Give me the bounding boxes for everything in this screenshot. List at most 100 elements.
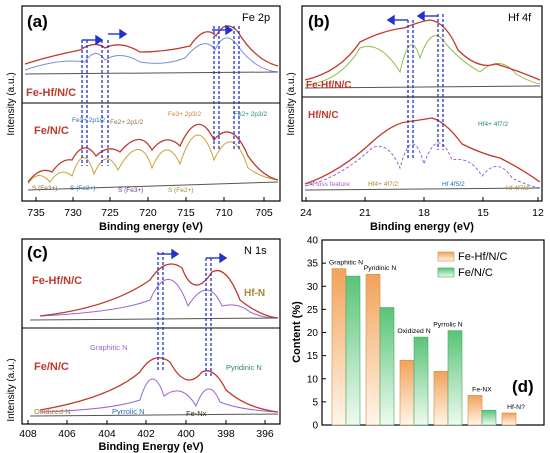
panel-c-top-fit-peaks [39, 278, 279, 319]
panel-b-peak-labels: Hf loss feature Hf4+ 4f7/2 Hf 4f5/2 Hf4+… [308, 121, 529, 192]
panel-c: (c) N 1s Intensity (a.u.) Binding Energy… [6, 238, 281, 453]
panel-a: (a) Fe 2p Intensity (a.u.) Binding energ… [6, 5, 281, 233]
panel-b-top-envelope [304, 19, 541, 81]
panel-c-xticks: 408 406 404 402 400 398 396 [19, 428, 274, 440]
panel-c-top-label: Hf-N [244, 288, 265, 299]
bar-fe-hf-n-c-4 [467, 395, 483, 426]
panel-b-xtick: 12 [532, 207, 544, 219]
panel-a-bottom-background [27, 181, 279, 191]
panel-a-peak-label: Fe3+ 2p1/2 [72, 117, 105, 124]
panel-c-xlabel: Binding Energy (eV) [98, 441, 203, 453]
panel-a-peak-guides [81, 26, 240, 166]
panel-c-xtick: 400 [177, 428, 195, 440]
panel-a-peak-label: Fe3+ 2p3/2 [168, 111, 201, 118]
panel-d-legend: Fe-Hf/N/C Fe/N/C [437, 251, 508, 279]
panel-b-letter: (b) [308, 12, 330, 31]
y-tick-label: 30 [307, 282, 319, 293]
legend-label-fe-hf: Fe-Hf/N/C [458, 251, 508, 263]
panel-a-xtick: 720 [139, 207, 157, 219]
panel-a-bottom-envelope [27, 123, 279, 183]
panel-c-xtick: 398 [217, 428, 235, 440]
category-label: Hf-N? [507, 404, 525, 411]
panel-b-bottom-fit-peaks [304, 142, 541, 189]
panel-c-xtick: 404 [98, 428, 116, 440]
bar-fe-n-c-3 [447, 330, 463, 426]
panel-c-sample-top: Fe-Hf/N/C [32, 275, 82, 287]
panel-b: (b) Hf 4f Intensity (a.u.) Binding energ… [286, 5, 544, 233]
panel-a-sat-label: S (Fe2+) [70, 185, 95, 192]
panel-b-bottom-background [304, 187, 541, 191]
panel-b-sample-top: Fe-Hf/N/C [306, 80, 352, 91]
panel-a-peak-label: Fe2+ 2p1/2 [110, 119, 143, 126]
panel-c-frame [21, 238, 281, 425]
panel-b-shift-arrows [386, 10, 438, 26]
y-tick-label: 5 [312, 397, 318, 408]
panel-a-xtick: 710 [215, 207, 233, 219]
panel-b-peak-label: Hf loss feature [308, 181, 350, 188]
panel-a-top-envelope [24, 25, 279, 67]
y-tick-label: 35 [307, 259, 319, 270]
bar-fe-n-c-1 [379, 307, 395, 426]
panel-a-peak-label: Fe2+ 2p3/2 [234, 111, 267, 118]
panel-a-top-fit-peaks [24, 37, 279, 73]
y-tick-label: 40 [307, 236, 319, 247]
panel-a-sample-bottom: Fe/N/C [34, 125, 69, 137]
panel-b-frame [301, 5, 543, 202]
panel-a-xtick: 735 [27, 207, 45, 219]
bar-fe-hf-n-c-3 [433, 371, 449, 426]
y-tick-label: 0 [312, 421, 318, 432]
panel-b-sample-bottom: Hf/N/C [308, 110, 339, 121]
panel-a-xtick: 715 [177, 207, 195, 219]
panel-c-sample-bottom: Fe/N/C [34, 361, 69, 373]
panel-a-sat-labels: S (Fe3+) S (Fe2+) S (Fe3+) S (Fe2+) [32, 185, 193, 194]
panel-a-sat-label: S (Fe3+) [32, 185, 57, 192]
panel-a-xticks: 735 730 725 720 715 710 705 [27, 207, 273, 219]
panel-d-letter: (d) [512, 377, 534, 396]
panel-a-shift-arrows [82, 24, 234, 46]
panel-c-shift-arrows [158, 248, 228, 264]
panel-c-xtick: 406 [58, 428, 76, 440]
panel-b-peak-guides [407, 14, 444, 160]
y-tick-label: 25 [307, 305, 319, 316]
panel-a-sat-label: S (Fe3+) [118, 187, 143, 194]
panel-d-ylabel: Content (%) [291, 301, 303, 363]
bar-fe-hf-n-c-0 [331, 268, 347, 426]
panel-c-peak-labels: Graphitic N Pyridinic N Oxidized N Pyrro… [34, 343, 262, 418]
panel-c-top-envelope [39, 263, 279, 319]
panel-b-xtick: 21 [359, 207, 371, 219]
category-label: Pyrrolic N [433, 322, 463, 329]
panel-c-xtick: 396 [256, 428, 274, 440]
panel-c-peak-label: Graphitic N [90, 343, 128, 352]
panel-a-bottom-fit-peaks [27, 134, 279, 185]
panel-c-peak-label: Fe-Nx [186, 409, 207, 418]
panel-b-top-background [304, 85, 541, 89]
panel-d-yticks: 0 5 10 15 20 25 30 35 40 [307, 236, 326, 432]
y-tick-label: 15 [307, 351, 319, 362]
category-label: Oxidized N [397, 328, 430, 335]
panel-b-peak-label: Hf 4f7/2 [506, 185, 529, 192]
panel-b-xtick: 18 [418, 207, 430, 219]
y-tick-label: 10 [307, 374, 319, 385]
panel-b-tick-marks [305, 197, 539, 201]
panel-c-tick-marks [27, 420, 266, 424]
panel-a-title: Fe 2p [242, 12, 270, 24]
panel-a-peak-labels: Fe3+ 2p1/2 Fe2+ 2p1/2 Fe3+ 2p3/2 Fe2+ 2p… [72, 111, 267, 126]
panel-c-ylabel: Intensity (a.u.) [6, 358, 17, 421]
legend-swatch-fe-hf [437, 251, 455, 262]
panel-c-bottom-envelope [39, 357, 279, 413]
panel-d-bars [331, 268, 517, 426]
category-label: Pyridinic N [364, 265, 397, 272]
panel-c-peak-label: Oxidized N [34, 407, 71, 416]
bar-fe-hf-n-c-5 [501, 412, 517, 426]
panel-c-peak-label: Pyrrolic N [112, 407, 145, 416]
panel-c-bottom-fit-peaks [39, 378, 279, 413]
panel-a-ylabel: Intensity (a.u.) [6, 72, 17, 135]
panel-c-bottom-background [29, 413, 279, 417]
category-label: Graphitic N [329, 260, 363, 267]
category-label: Fe-NX [472, 386, 492, 393]
panel-b-ylabel: Intensity (a.u.) [286, 72, 297, 135]
panel-b-xtick: 15 [477, 207, 489, 219]
panel-b-top-fit-peaks [304, 35, 541, 86]
